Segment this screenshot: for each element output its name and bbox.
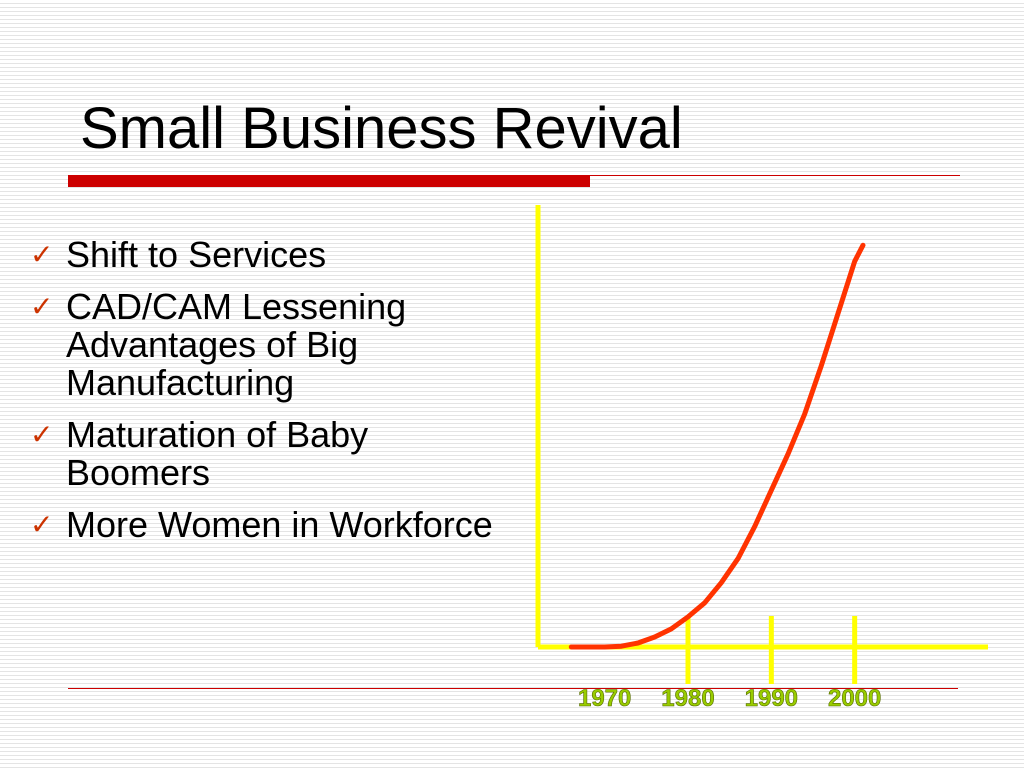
check-icon: ✓ [30,239,54,270]
bullet-item: ✓ Shift to Services [30,236,500,274]
bullet-list: ✓ Shift to Services ✓ CAD/CAM Lessening … [30,236,500,558]
check-icon: ✓ [30,509,54,540]
bullet-item: ✓ More Women in Workforce [30,506,500,544]
bullet-item: ✓ CAD/CAM Lessening Advantages of Big Ma… [30,288,500,402]
x-tick-label-1990: 1990 [745,685,798,712]
footer-divider [68,688,958,689]
x-tick-label-1970: 1970 [578,685,631,712]
bullet-text: CAD/CAM Lessening Advantages of Big Manu… [66,286,407,403]
x-tick-label-1980: 1980 [661,685,714,712]
bullet-text: Shift to Services [66,234,327,275]
check-icon: ✓ [30,291,54,322]
x-tick-label-2000: 2000 [828,685,881,712]
bullet-text: Maturation of Baby Boomers [66,414,369,493]
bullet-text: More Women in Workforce [66,504,493,545]
slide-title: Small Business Revival [80,96,683,161]
title-divider [590,175,960,176]
bullet-item: ✓ Maturation of Baby Boomers [30,416,500,492]
check-icon: ✓ [30,419,54,450]
title-accent-bar [68,175,590,187]
series-line [568,242,866,650]
